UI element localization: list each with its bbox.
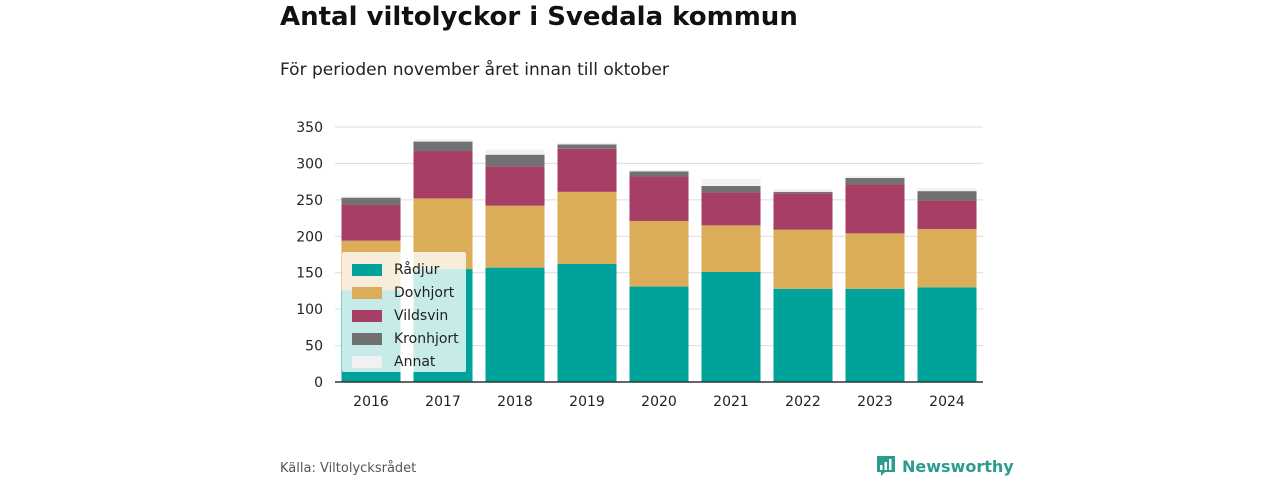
bar-segment: [917, 229, 977, 288]
bar-segment: [773, 193, 833, 230]
legend-label: Annat: [394, 353, 436, 370]
bar-segment: [845, 178, 905, 185]
bar-segment: [845, 288, 905, 382]
x-tick-label: 2018: [497, 394, 533, 410]
bar-segment: [773, 229, 833, 289]
bar-segment: [557, 144, 617, 149]
x-tick-label: 2019: [569, 394, 605, 410]
y-tick-label: 200: [296, 229, 323, 245]
legend-item-kronhjort[interactable]: Kronhjort: [352, 327, 466, 350]
bar-segment: [701, 271, 761, 382]
bar-segment: [341, 196, 401, 198]
bar-segment: [845, 175, 905, 178]
x-tick-label: 2021: [713, 394, 749, 410]
x-tick-label: 2016: [353, 394, 389, 410]
bar-segment: [557, 191, 617, 264]
bar-segment: [845, 184, 905, 234]
bar-segment: [701, 178, 761, 187]
y-tick-label: 350: [296, 120, 323, 136]
newsworthy-logo-icon: [877, 456, 895, 476]
bar-segment: [773, 188, 833, 192]
bar-segment: [341, 204, 401, 241]
bar-segment: [557, 143, 617, 145]
bar-segment: [557, 148, 617, 192]
legend-label: Vildsvin: [394, 307, 449, 324]
bar-segment: [485, 149, 545, 155]
legend-swatch: [352, 332, 382, 345]
bar-segment: [701, 192, 761, 226]
bar-segment: [917, 188, 977, 192]
bar-segment: [485, 154, 545, 167]
x-tick-label: 2023: [857, 394, 893, 410]
bar-segment: [485, 166, 545, 206]
x-tick-label: 2022: [785, 394, 821, 410]
bar-segment: [485, 205, 545, 268]
bar-segment: [917, 287, 977, 382]
legend-item-annat[interactable]: Annat: [352, 350, 466, 373]
legend-label: Dovhjort: [394, 284, 455, 301]
bar-segment: [917, 191, 977, 201]
bar-segment: [629, 220, 689, 287]
legend-swatch: [352, 355, 382, 368]
legend-swatch: [352, 263, 382, 276]
legend-label: Rådjur: [394, 261, 440, 278]
y-tick-label: 100: [296, 302, 323, 318]
bar-segment: [557, 263, 617, 382]
x-tick-label: 2017: [425, 394, 461, 410]
y-tick-label: 300: [296, 156, 323, 172]
chart-subtitle: För perioden november året innan till ok…: [280, 60, 669, 80]
bar-segment: [629, 169, 689, 172]
legend-label: Kronhjort: [394, 330, 459, 347]
legend-item-radjur[interactable]: Rådjur: [352, 258, 466, 281]
bar-segment: [629, 286, 689, 382]
bar-segment: [413, 141, 473, 152]
bar-segment: [629, 171, 689, 177]
bar-segment: [917, 200, 977, 229]
bar-segment: [773, 191, 833, 194]
legend-item-vildsvin[interactable]: Vildsvin: [352, 304, 466, 327]
bar-segment: [629, 176, 689, 221]
bar-segment: [413, 139, 473, 142]
bar-segment: [413, 151, 473, 199]
bar-segment: [773, 288, 833, 382]
brand-logo[interactable]: Newsworthy: [876, 455, 1014, 477]
legend-swatch: [352, 309, 382, 322]
legend-swatch: [352, 286, 382, 299]
legend: Rådjur Dovhjort Vildsvin Kronhjort Annat: [342, 252, 466, 372]
x-tick-label: 2020: [641, 394, 677, 410]
bar-segment: [701, 225, 761, 272]
source-note: Källa: Viltolycksrådet: [280, 461, 417, 476]
y-tick-label: 50: [305, 339, 323, 355]
y-tick-label: 250: [296, 193, 323, 209]
bar-segment: [341, 197, 401, 205]
y-tick-label: 0: [314, 375, 323, 391]
brand-name: Newsworthy: [902, 456, 1014, 476]
y-tick-label: 150: [296, 266, 323, 282]
bar-segment: [701, 186, 761, 193]
legend-item-dovhjort[interactable]: Dovhjort: [352, 281, 466, 304]
bar-segment: [845, 233, 905, 289]
chart-title: Antal viltolyckor i Svedala kommun: [280, 2, 798, 32]
x-tick-label: 2024: [929, 394, 965, 410]
bar-segment: [485, 267, 545, 382]
